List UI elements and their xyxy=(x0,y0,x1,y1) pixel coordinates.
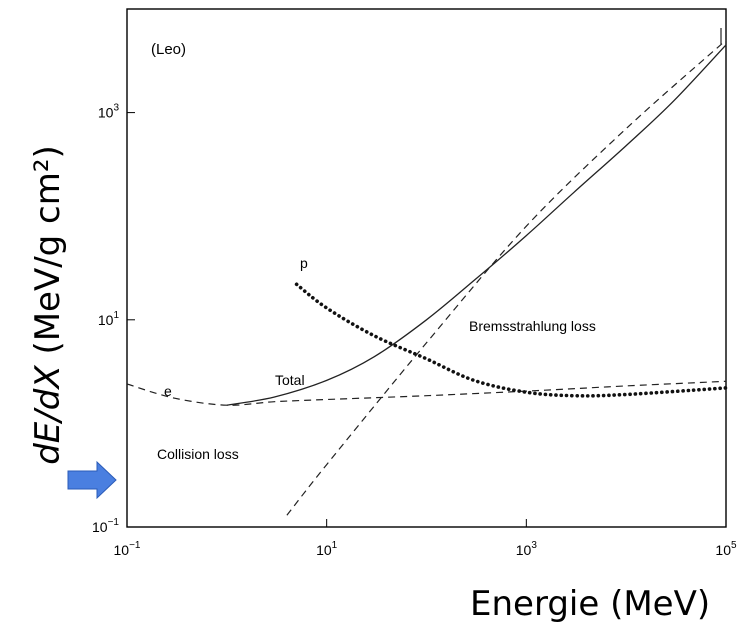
text-layer: 10−1 101 103 105 10−1 101 103 (Leo) e p Total Colli… xyxy=(92,41,737,558)
series-line-0 xyxy=(226,44,727,406)
series-line-2 xyxy=(286,39,727,516)
annotation-brems: Bremsstrahlung loss xyxy=(469,318,596,334)
series-line-1 xyxy=(126,380,727,406)
x-tick-label-2: 103 xyxy=(516,540,538,558)
y-tick-label-1: 101 xyxy=(98,310,120,328)
plot-frame xyxy=(126,8,727,528)
y-axis-label: dE/dX (MeV/g cm²) xyxy=(28,145,68,465)
annotation-electron: e xyxy=(164,383,172,399)
annotation-total: Total xyxy=(275,372,305,388)
annotation-collision: Collision loss xyxy=(157,446,239,462)
x-tick-label-3: 105 xyxy=(715,540,737,558)
x-tick-label-1: 101 xyxy=(316,540,338,558)
plot-layer xyxy=(67,8,728,528)
annotation-proton: p xyxy=(300,255,308,271)
y-tick-label-0: 10−1 xyxy=(92,517,119,535)
pointer-arrow-icon xyxy=(67,460,117,500)
x-tick-label-0: 10−1 xyxy=(114,540,141,558)
series-line-3 xyxy=(294,282,728,398)
y-tick-label-2: 103 xyxy=(98,103,120,121)
x-axis-label: Energie (MeV) xyxy=(470,584,711,624)
annotation-source: (Leo) xyxy=(151,41,186,58)
